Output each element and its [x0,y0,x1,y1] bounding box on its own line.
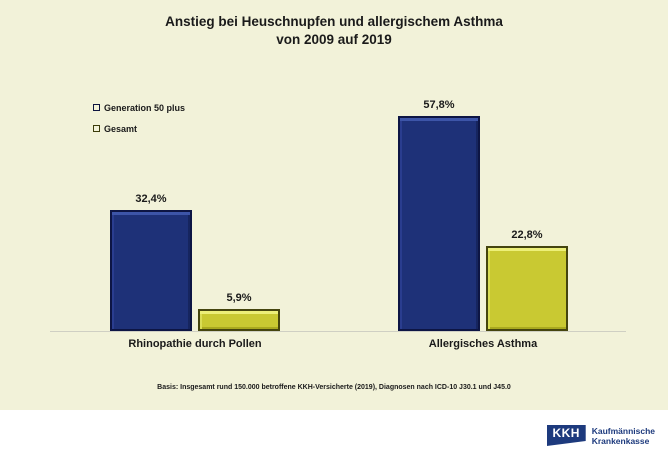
value-label: 57,8% [423,99,455,111]
bar-gesamt-1 [198,309,280,331]
kkh-logo-name-line1: Kaufmännische [591,426,655,436]
kkh-logo-name-line2: Krankenkasse [591,436,650,446]
value-label: 5,9% [226,292,252,304]
legend-item-gesamt: Gesamt [93,118,185,139]
bar-generation-50-plus-2 [398,116,480,331]
footnote: Basis: Insgesamt rund 150.000 betroffene… [157,384,511,391]
legend-swatch-blue [93,104,100,111]
category-label: Rhinopathie durch Pollen [128,338,262,350]
chart-title: Anstieg bei Heuschnupfen und allergische… [0,13,668,49]
kkh-logo: KKH Kaufmännische Krankenkasse [546,425,655,446]
bar-generation-50-plus-1 [110,210,192,331]
chart-title-line2: von 2009 auf 2019 [276,32,392,47]
x-axis-line [50,331,626,332]
kkh-flag-icon: KKH [546,425,586,446]
legend: Generation 50 plus Gesamt [93,97,185,139]
chart-canvas: Anstieg bei Heuschnupfen und allergische… [0,0,668,410]
footer-strip: KKH Kaufmännische Krankenkasse [0,410,668,453]
value-label: 22,8% [511,229,543,241]
legend-label: Gesamt [104,123,138,134]
legend-item-generation-50-plus: Generation 50 plus [93,97,185,118]
value-label: 32,4% [135,193,167,205]
legend-label: Generation 50 plus [104,102,186,113]
category-label: Allergisches Asthma [428,338,538,350]
plot-area: 32,4% 5,9% Rhinopathie durch Pollen 57,8% 22… [50,99,626,350]
bar-gesamt-2 [486,246,568,331]
kkh-logo-name: Kaufmännische Krankenkasse [592,425,655,446]
legend-swatch-yellow [93,125,100,132]
chart-title-line1: Anstieg bei Heuschnupfen und allergische… [165,14,503,29]
